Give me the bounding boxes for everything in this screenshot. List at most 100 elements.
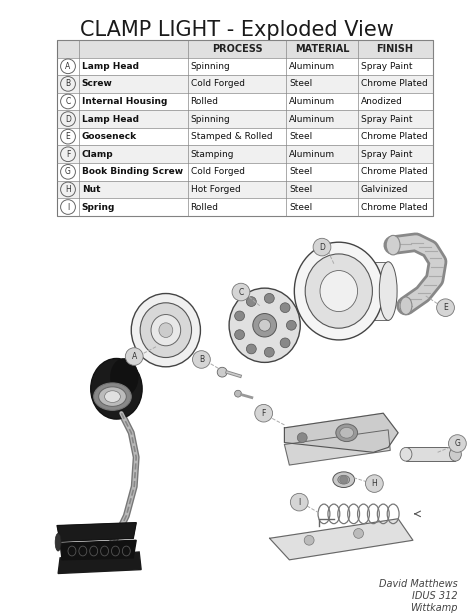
Text: Gooseneck: Gooseneck	[82, 132, 137, 141]
Text: Screw: Screw	[82, 79, 113, 88]
Ellipse shape	[386, 235, 400, 255]
Bar	[57, 75, 433, 92]
Text: I: I	[298, 498, 301, 506]
Text: Nut: Nut	[82, 185, 100, 194]
Text: Spray Paint: Spray Paint	[361, 62, 412, 71]
Ellipse shape	[449, 447, 461, 461]
Circle shape	[354, 529, 364, 538]
Circle shape	[246, 297, 256, 306]
Text: Spring: Spring	[82, 203, 115, 211]
Ellipse shape	[333, 472, 355, 487]
Ellipse shape	[340, 428, 354, 438]
Circle shape	[192, 351, 210, 368]
Text: Chrome Plated: Chrome Plated	[361, 132, 427, 141]
Ellipse shape	[131, 293, 201, 367]
Text: Chrome Plated: Chrome Plated	[361, 79, 427, 88]
Text: Spray Paint: Spray Paint	[361, 150, 412, 159]
Text: F: F	[262, 409, 266, 418]
Text: Chrome Plated: Chrome Plated	[361, 203, 427, 211]
Text: Stamping: Stamping	[191, 150, 234, 159]
Text: Cold Forged: Cold Forged	[191, 79, 245, 88]
Circle shape	[235, 330, 245, 339]
Text: Book Binding Screw: Book Binding Screw	[82, 168, 183, 176]
Text: G: G	[455, 439, 460, 448]
Text: CLAMP LIGHT - Exploded View: CLAMP LIGHT - Exploded View	[80, 20, 394, 41]
Text: Rolled: Rolled	[191, 203, 219, 211]
Text: Wittkamp: Wittkamp	[410, 603, 457, 613]
Ellipse shape	[229, 288, 300, 362]
Circle shape	[264, 293, 274, 303]
Circle shape	[297, 433, 307, 442]
Polygon shape	[284, 430, 390, 465]
Text: Clamp: Clamp	[82, 150, 113, 159]
Text: FINISH: FINISH	[377, 44, 414, 54]
Polygon shape	[284, 413, 398, 452]
Ellipse shape	[294, 242, 383, 340]
Text: Lamp Head: Lamp Head	[82, 62, 139, 71]
Bar	[57, 145, 433, 163]
Circle shape	[232, 283, 250, 301]
Text: Rolled: Rolled	[191, 97, 219, 106]
Ellipse shape	[55, 533, 61, 551]
Ellipse shape	[110, 359, 138, 395]
Text: H: H	[372, 479, 377, 488]
Polygon shape	[57, 522, 136, 541]
Text: Spinning: Spinning	[191, 62, 230, 71]
Circle shape	[246, 344, 256, 354]
Ellipse shape	[379, 262, 397, 320]
Text: Galvinized: Galvinized	[361, 185, 408, 194]
Circle shape	[365, 475, 383, 492]
Circle shape	[259, 320, 271, 331]
Circle shape	[313, 238, 331, 256]
Text: Spray Paint: Spray Paint	[361, 115, 412, 124]
Text: Steel: Steel	[290, 203, 313, 211]
Polygon shape	[58, 552, 141, 573]
Ellipse shape	[105, 391, 120, 402]
Ellipse shape	[91, 359, 142, 419]
Bar	[57, 110, 433, 128]
Bar	[57, 40, 433, 216]
Circle shape	[125, 348, 143, 365]
Text: Spinning: Spinning	[191, 115, 230, 124]
Circle shape	[253, 314, 276, 337]
Text: E: E	[65, 132, 70, 141]
Text: A: A	[132, 352, 137, 361]
Bar	[406, 447, 456, 461]
Ellipse shape	[159, 323, 173, 338]
Ellipse shape	[217, 367, 227, 377]
Ellipse shape	[94, 383, 131, 410]
Circle shape	[448, 435, 466, 452]
Text: D: D	[65, 115, 71, 124]
Text: Aluminum: Aluminum	[290, 150, 336, 159]
Circle shape	[255, 405, 273, 422]
Ellipse shape	[151, 315, 181, 346]
Ellipse shape	[305, 254, 373, 328]
Text: Steel: Steel	[290, 185, 313, 194]
Bar	[57, 40, 433, 57]
Circle shape	[280, 303, 290, 312]
Text: D: D	[319, 243, 325, 251]
Text: Aluminum: Aluminum	[290, 115, 336, 124]
Text: PROCESS: PROCESS	[212, 44, 262, 54]
Text: IDUS 312: IDUS 312	[412, 591, 457, 601]
Circle shape	[280, 338, 290, 348]
Circle shape	[286, 320, 296, 330]
Text: C: C	[238, 288, 244, 296]
Text: Internal Housing: Internal Housing	[82, 97, 167, 106]
Ellipse shape	[140, 303, 191, 357]
Circle shape	[264, 347, 274, 357]
Text: C: C	[65, 97, 71, 106]
Text: Steel: Steel	[290, 79, 313, 88]
Ellipse shape	[235, 391, 241, 397]
Circle shape	[291, 493, 308, 511]
Circle shape	[235, 311, 245, 321]
Text: Steel: Steel	[290, 168, 313, 176]
Text: F: F	[66, 150, 70, 159]
Text: H: H	[65, 185, 71, 194]
Text: David Matthews: David Matthews	[379, 580, 457, 590]
Text: Steel: Steel	[290, 132, 313, 141]
Text: MATERIAL: MATERIAL	[295, 44, 349, 54]
Circle shape	[437, 299, 455, 317]
Text: Aluminum: Aluminum	[290, 62, 336, 71]
Circle shape	[340, 476, 348, 484]
